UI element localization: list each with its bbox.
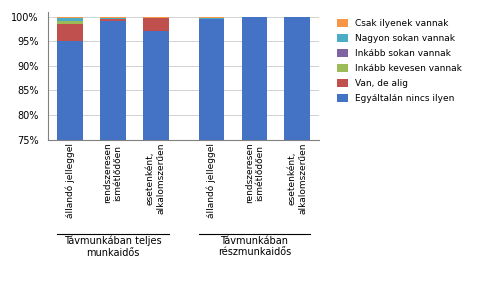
Text: állandó jelleggel: állandó jelleggel	[207, 143, 216, 218]
Bar	[199, 17, 224, 19]
Bar	[284, 17, 310, 291]
Bar	[143, 31, 169, 291]
Text: Távmunkában teljes
munkaidős: Távmunkában teljes munkaidős	[64, 236, 161, 258]
Text: esetenként,
alkalomszerűen: esetenként, alkalomszerűen	[287, 143, 307, 214]
Bar	[100, 19, 126, 22]
Bar	[199, 19, 224, 291]
Bar	[57, 20, 83, 22]
Text: Távmunkában
részmunkaidős: Távmunkában részmunkaidős	[218, 236, 291, 257]
Bar	[57, 18, 83, 20]
Bar	[100, 22, 126, 291]
Legend: Csak ilyenek vannak, Nagyon sokan vannak, Inkább sokan vannak, Inkább kevesen va: Csak ilyenek vannak, Nagyon sokan vannak…	[334, 16, 465, 106]
Text: rendszeresen
ismétlődően: rendszeresen ismétlődően	[103, 143, 122, 203]
Text: rendszeresen
ismétlődően: rendszeresen ismétlődően	[245, 143, 264, 203]
Bar	[57, 41, 83, 291]
Text: esetenként,
alkalomszerűen: esetenként, alkalomszerűen	[146, 143, 165, 214]
Bar	[57, 24, 83, 41]
Bar	[242, 17, 267, 291]
Bar	[143, 17, 169, 31]
Bar	[57, 22, 83, 24]
Text: állandó jelleggel: állandó jelleggel	[65, 143, 74, 218]
Bar	[57, 17, 83, 18]
Bar	[100, 17, 126, 19]
